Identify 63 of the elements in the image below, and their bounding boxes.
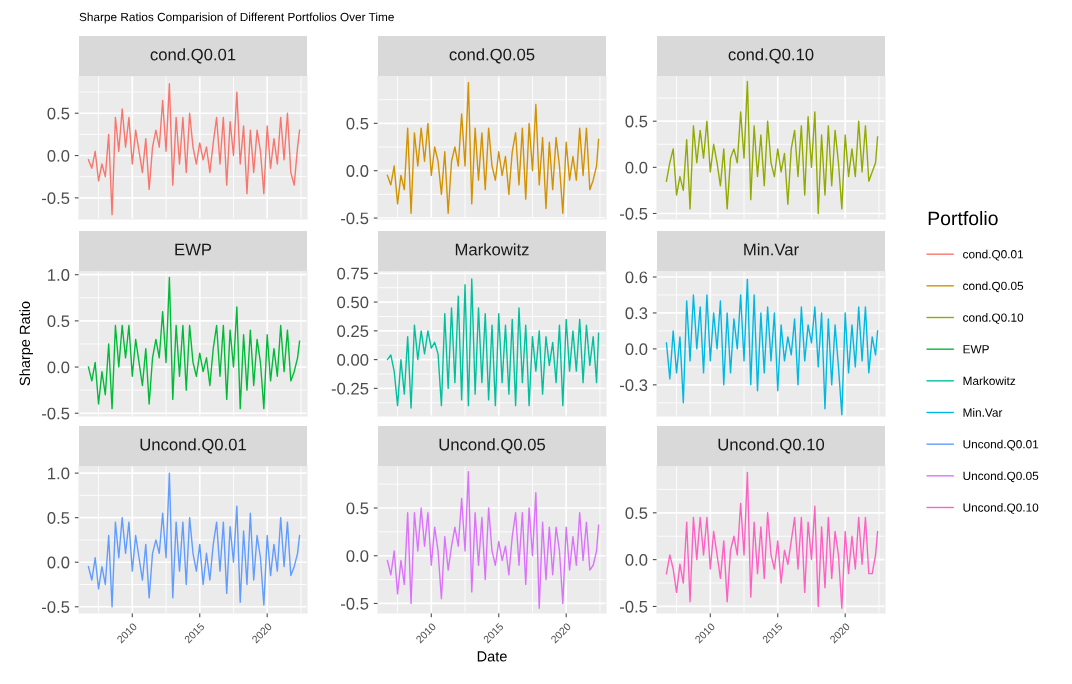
legend-label: Uncond.Q0.10: [963, 503, 1039, 514]
y-axis-title: Sharpe Ratio: [19, 301, 33, 386]
y-tick-label: 0.5: [47, 512, 70, 524]
y-tick-label: -0.5: [42, 192, 70, 205]
legend-title: Portfolio: [928, 210, 998, 226]
line-series: [665, 80, 879, 215]
y-tick-label: -0.5: [620, 207, 648, 220]
legend-label: Uncond.Q0.05: [963, 471, 1039, 483]
chart-subtitle: Uncond.Q0.05: [439, 438, 546, 454]
chart-subtitle: cond.Q0.05: [449, 48, 535, 64]
y-tick-label: -0.25: [331, 382, 369, 395]
legend-label: Min.Var: [963, 408, 1003, 417]
y-tick-label: -0.5: [42, 407, 70, 420]
legend-label: Uncond.Q0.01: [963, 439, 1039, 451]
line-series: [386, 81, 600, 215]
chart-subtitle: cond.Q0.01: [150, 48, 236, 64]
line-series: [665, 471, 879, 610]
y-tick-label: 1.0: [48, 269, 70, 281]
legend-label: cond.Q0.10: [963, 313, 1024, 324]
y-tick-label: 0.0: [346, 165, 369, 177]
y-tick-label: 0.0: [625, 343, 648, 356]
y-tick-label: -0.5: [341, 212, 369, 225]
y-tick-label: 0.5: [346, 117, 369, 130]
y-tick-label: -0.5: [341, 597, 369, 610]
y-tick-label: 0.0: [47, 556, 70, 569]
line-series: [665, 278, 879, 416]
legend-label: cond.Q0.01: [963, 249, 1024, 261]
y-tick-label: 0.0: [47, 149, 70, 162]
y-tick-label: 0.0: [625, 161, 648, 174]
chart-subtitle: Markowitz: [455, 243, 529, 256]
y-tick-label: 0.5: [47, 315, 70, 328]
line-series: [87, 276, 301, 410]
y-tick-label: 0.3: [625, 307, 648, 320]
line-series: [87, 472, 301, 608]
chart-subtitle: cond.Q0.10: [728, 48, 814, 64]
y-tick-label: 0.75: [337, 267, 369, 280]
y-tick-label: 1.0: [48, 467, 70, 480]
chart-subtitle: Uncond.Q0.01: [140, 438, 246, 454]
y-tick-label: -0.5: [42, 601, 70, 613]
y-tick-label: 0.0: [47, 361, 70, 374]
legend-label: Markowitz: [963, 376, 1016, 386]
legend-label: cond.Q0.05: [963, 281, 1024, 293]
y-tick-label: 0.5: [47, 107, 70, 120]
chart-subtitle: Min.Var: [744, 243, 799, 256]
chart-title: Sharpe Ratios Comparision of Different Portfolios Over Time: [79, 12, 394, 24]
x-axis-title: Date: [477, 651, 507, 662]
y-tick-label: -0.3: [620, 379, 648, 392]
legend-label: EWP: [963, 345, 989, 354]
y-tick-label: 0.00: [337, 354, 369, 366]
y-tick-label: 0.0: [625, 554, 648, 566]
y-tick-label: 0.25: [337, 325, 369, 338]
line-series: [386, 278, 600, 409]
y-tick-label: 0.5: [346, 502, 369, 515]
y-tick-label: 0.5: [625, 115, 648, 128]
line-series: [87, 82, 301, 216]
y-tick-label: 0.6: [625, 271, 648, 284]
y-tick-label: 0.50: [337, 296, 369, 309]
chart-subtitle: EWP: [175, 243, 212, 256]
y-tick-label: 0.0: [346, 550, 369, 562]
y-tick-label: 0.5: [625, 507, 648, 520]
chart-subtitle: Uncond.Q0.10: [718, 438, 825, 454]
line-series: [386, 471, 600, 609]
y-tick-label: -0.5: [620, 600, 648, 613]
